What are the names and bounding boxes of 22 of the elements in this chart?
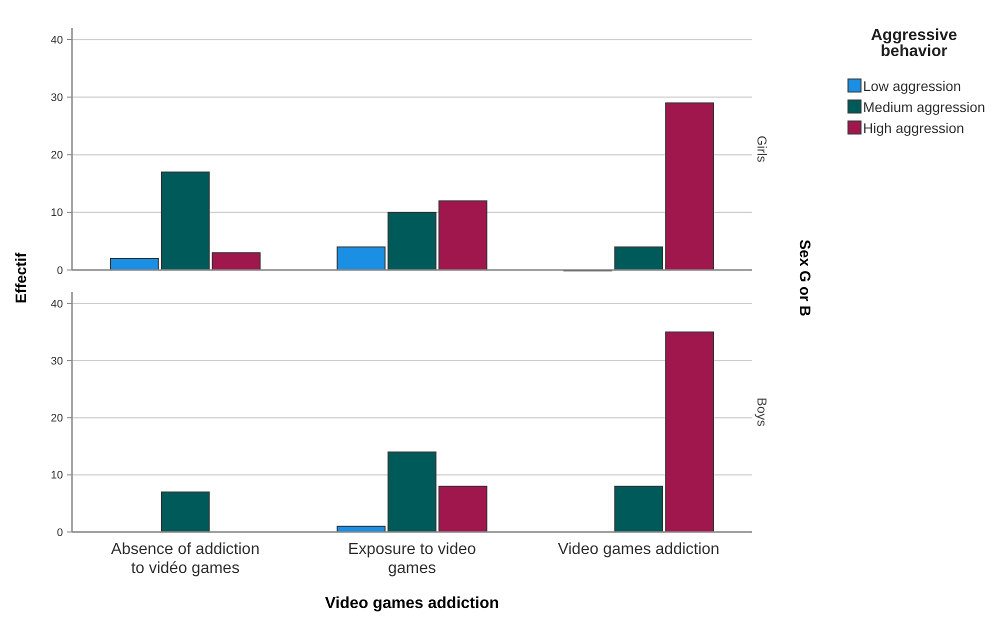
- x-axis-title: Video games addiction: [325, 595, 499, 612]
- x-tick-label: Video games addiction: [558, 541, 720, 558]
- x-tick-label: Exposure to video games: [348, 541, 476, 577]
- text: Boys: [754, 398, 770, 427]
- legend-label: Low aggression: [863, 78, 962, 94]
- y2-axis-title: Sex G or B: [796, 240, 813, 317]
- y-tick-label: 40: [50, 298, 63, 310]
- y-tick-label: 10: [50, 470, 63, 482]
- y-tick-label: 10: [50, 207, 63, 220]
- y-tick-label: 0: [56, 526, 63, 539]
- x-tick-label: Absence of addiction to vidéo games: [111, 541, 260, 577]
- legend-title: Aggressive behavior: [870, 27, 958, 60]
- y-tick-label: 30: [50, 355, 63, 368]
- y-tick-label: 0: [56, 264, 63, 277]
- legend-label: Medium aggression: [863, 98, 986, 115]
- y-tick-label: 30: [50, 92, 63, 104]
- legend-label: High aggression: [863, 120, 964, 136]
- text: Girls: [754, 136, 770, 163]
- y-tick-label: 40: [50, 34, 63, 46]
- y-tick-label: 20: [50, 412, 63, 425]
- y-tick-label: 20: [50, 150, 63, 162]
- y-axis-title: Effectif: [13, 252, 30, 304]
